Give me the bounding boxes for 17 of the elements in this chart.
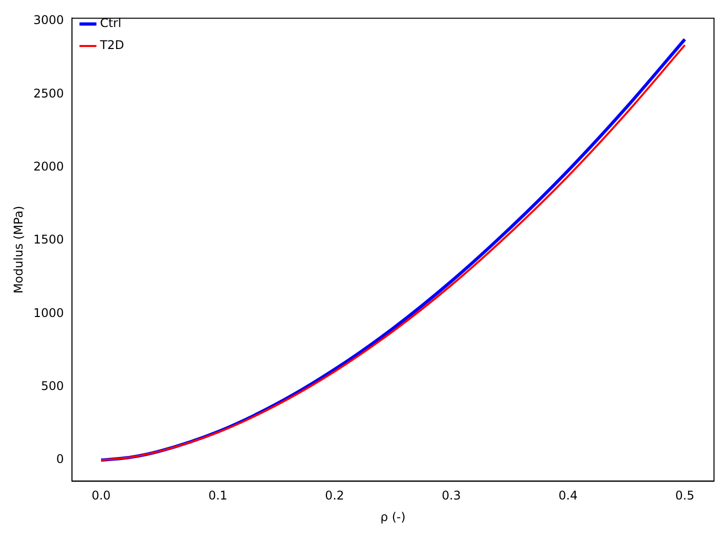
x-tick-label: 0.3 (442, 488, 461, 503)
x-tick-label: 0.1 (208, 488, 228, 503)
x-tick-label: 0.0 (92, 488, 111, 503)
y-tick-label: 500 (41, 379, 64, 394)
x-tick-label: 0.5 (675, 488, 694, 503)
y-tick-label: 1500 (33, 232, 64, 247)
x-tick-label: 0.4 (558, 488, 578, 503)
x-tick-label: 0.2 (325, 488, 344, 503)
y-tick-label: 0 (56, 452, 64, 466)
y-tick-label: 2000 (33, 159, 64, 174)
y-tick-label: 3000 (33, 13, 64, 28)
y-tick-label: 2500 (33, 86, 64, 100)
legend-label: T2D (98, 38, 124, 52)
y-axis-title: Modulus (MPa) (11, 206, 26, 294)
x-axis-title: ρ (-) (380, 510, 406, 524)
legend-label: Ctrl (100, 16, 122, 30)
y-tick-label: 1000 (33, 306, 64, 320)
